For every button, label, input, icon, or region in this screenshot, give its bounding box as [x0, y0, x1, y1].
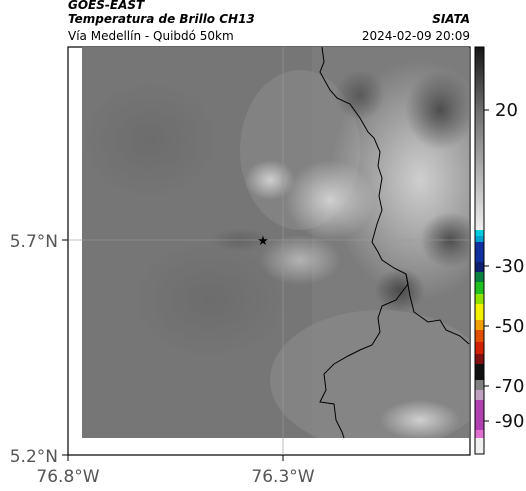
- colorbar: [474, 46, 485, 455]
- lat-label-5-2: 5.2°N: [10, 447, 58, 467]
- lat-label-5-7: 5.7°N: [10, 232, 58, 252]
- product-title: Temperatura de Brillo CH13: [68, 12, 255, 26]
- gridlines: [68, 47, 470, 455]
- lon-label-76-3: 76.3°W: [251, 467, 314, 487]
- colorbar-tick-label: -30: [495, 256, 524, 277]
- region-label: Vía Medellín - Quibdó 50km: [68, 29, 234, 43]
- colorbar-tick-label: -50: [495, 316, 524, 337]
- colorbar-tick-label: 20: [495, 100, 518, 121]
- satellite-image: [82, 47, 469, 438]
- org-label: SIATA: [432, 12, 470, 26]
- satellite-title: GOES-EAST: [68, 0, 145, 12]
- datetime-label: 2024-02-09 20:09: [361, 29, 470, 43]
- axis-ticks: [62, 239, 284, 461]
- colorbar-ticks: 20 -30 -50 -70 -90: [484, 100, 524, 432]
- lon-label-76-8: 76.8°W: [36, 467, 99, 487]
- boundary-lines: [319, 46, 470, 439]
- star-icon: ★: [257, 234, 269, 249]
- colorbar-tick-label: -90: [495, 411, 524, 432]
- colorbar-tick-label: -70: [495, 376, 524, 397]
